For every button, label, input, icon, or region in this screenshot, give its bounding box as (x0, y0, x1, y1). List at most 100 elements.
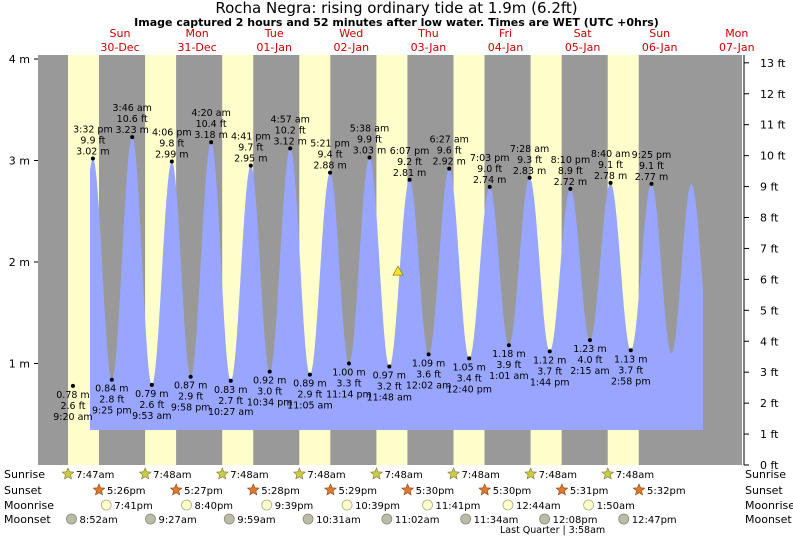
high-tide-time: 6:07 pm (390, 146, 430, 157)
high-tide-time: 4:57 am (270, 114, 309, 125)
moonrise-icon (583, 499, 594, 511)
high-tide-point (568, 186, 573, 191)
low-tide-ft: 3.6 ft (416, 369, 441, 380)
moonset-icon (302, 513, 314, 525)
high-tide-ft: 9.3 ft (517, 155, 542, 166)
moonset-time: 8:52am (79, 515, 117, 526)
sunrise-icon (524, 467, 538, 480)
low-tide-ft: 4.0 ft (577, 355, 602, 366)
high-tide-time: 5:38 am (350, 123, 389, 134)
sunset-time: 5:30pm (416, 486, 455, 497)
sunset-icon (246, 483, 260, 496)
high-tide-point (487, 184, 492, 189)
low-tide-ft: 2.9 ft (297, 390, 322, 401)
high-tide-point (407, 177, 412, 182)
day-name-label: Fri (499, 27, 512, 40)
moonset-icon (66, 513, 77, 525)
high-tide-m: 2.88 m (313, 161, 346, 172)
low-tide-m: 0.92 m (253, 376, 286, 387)
sunset-icon (401, 483, 415, 496)
low-tide-ft: 3.0 ft (257, 387, 282, 398)
low-tide-time: 9:25 pm (92, 406, 132, 417)
moonrise-time: 10:39pm (355, 501, 400, 512)
moonrise-icon (261, 499, 273, 511)
sunrise-time: 7:48am (384, 470, 422, 481)
sunrise-icon (215, 467, 229, 480)
sunset-icon (632, 483, 646, 496)
axes: 0 ft 1 ft 2 ft 3 ft 4 ft 5 ft 6 ft 7 ft 8 ft 9 ft… (9, 53, 786, 472)
high-tide-time: 4:41 pm (231, 132, 271, 143)
day-name-label: Sat (574, 27, 593, 40)
moonrise-time: 7:41pm (114, 501, 153, 512)
low-tide-point (426, 352, 431, 357)
high-tide-point (447, 166, 452, 171)
right-tick-label: 8 ft (760, 212, 779, 225)
low-tide-ft: 2.6 ft (60, 401, 85, 412)
low-tide-m: 0.79 m (135, 389, 168, 400)
low-tide-point (267, 369, 272, 374)
right-tick-label: 7 ft (760, 242, 779, 255)
high-tide-time: 3:32 pm (73, 124, 113, 135)
high-tide-time: 5:21 pm (310, 139, 350, 150)
high-tide-ft: 9.2 ft (397, 157, 422, 168)
low-tide-point (307, 372, 312, 377)
high-tide-m: 2.92 m (433, 157, 466, 168)
astro-table: Sunrise Sunrise Sunset Sunset Moonrise Moonri… (4, 467, 793, 536)
high-tide-time: 3:46 am (112, 103, 151, 114)
low-tide-point (506, 343, 511, 348)
low-tide-point (547, 349, 552, 354)
day-date-label: 04-Jan (488, 41, 524, 54)
right-tick-label: 4 ft (760, 335, 779, 348)
tide-area (90, 137, 703, 430)
sunrise-icon (447, 467, 461, 480)
high-tide-m: 3.12 m (273, 136, 306, 147)
right-tick-label: 10 ft (760, 150, 786, 163)
left-tick-label: 3 m (9, 155, 30, 168)
high-tide-ft: 9.9 ft (357, 134, 382, 145)
low-tide-m: 1.00 m (332, 368, 365, 379)
low-tide-point (628, 348, 633, 353)
high-tide-ft: 9.1 ft (598, 160, 623, 171)
high-tide-ft: 8.9 ft (558, 166, 583, 177)
right-tick-label: 5 ft (760, 304, 779, 317)
high-tide-ft: 10.6 ft (117, 114, 148, 125)
right-tick-label: 13 ft (760, 57, 786, 70)
low-tide-time: 11:48 am (367, 393, 412, 404)
right-tick-label: 2 ft (760, 397, 779, 410)
day-date-label: 31-Dec (177, 41, 216, 54)
moonset-row-label-left: Moonset (4, 513, 51, 526)
low-tide-point (587, 338, 592, 343)
day-labels: Sun30-DecMon31-DecTue01-JanWed02-JanThu0… (100, 27, 754, 54)
sunrise-row-label-left: Sunrise (4, 468, 45, 481)
right-tick-label: 11 ft (760, 119, 786, 132)
low-tide-m: 0.97 m (373, 371, 406, 382)
sunrise-icon (370, 467, 383, 480)
low-tide-time: 11:05 am (287, 401, 332, 412)
high-tide-point (328, 170, 333, 175)
moonset-time: 11:02am (395, 515, 440, 526)
sunrise-time: 7:48am (616, 470, 654, 481)
low-tide-ft: 3.9 ft (496, 360, 521, 371)
high-tide-ft: 9.8 ft (159, 139, 184, 150)
day-date-label: 06-Jan (642, 41, 678, 54)
sunset-icon (169, 483, 183, 496)
day-name-label: Tue (264, 27, 284, 40)
low-tide-ft: 3.7 ft (618, 365, 643, 376)
high-tide-point (248, 163, 253, 168)
sunrise-time: 7:48am (307, 470, 345, 481)
moonrise-icon (181, 499, 192, 511)
sunrise-time: 7:48am (462, 470, 500, 481)
sunset-row-label-left: Sunset (4, 484, 42, 497)
low-tide-ft: 3.4 ft (457, 373, 482, 384)
sunrise-time: 7:48am (230, 470, 268, 481)
sunset-time: 5:30pm (493, 486, 532, 497)
tide-curve-area (90, 137, 703, 430)
high-tide-ft: 10.2 ft (275, 125, 306, 136)
low-tide-m: 0.84 m (95, 384, 128, 395)
sunrise-time: 7:48am (153, 470, 191, 481)
low-tide-point (387, 364, 392, 369)
high-tide-time: 8:40 am (591, 149, 630, 160)
sunset-icon (555, 483, 569, 496)
moonset-time: 9:27am (158, 515, 196, 526)
